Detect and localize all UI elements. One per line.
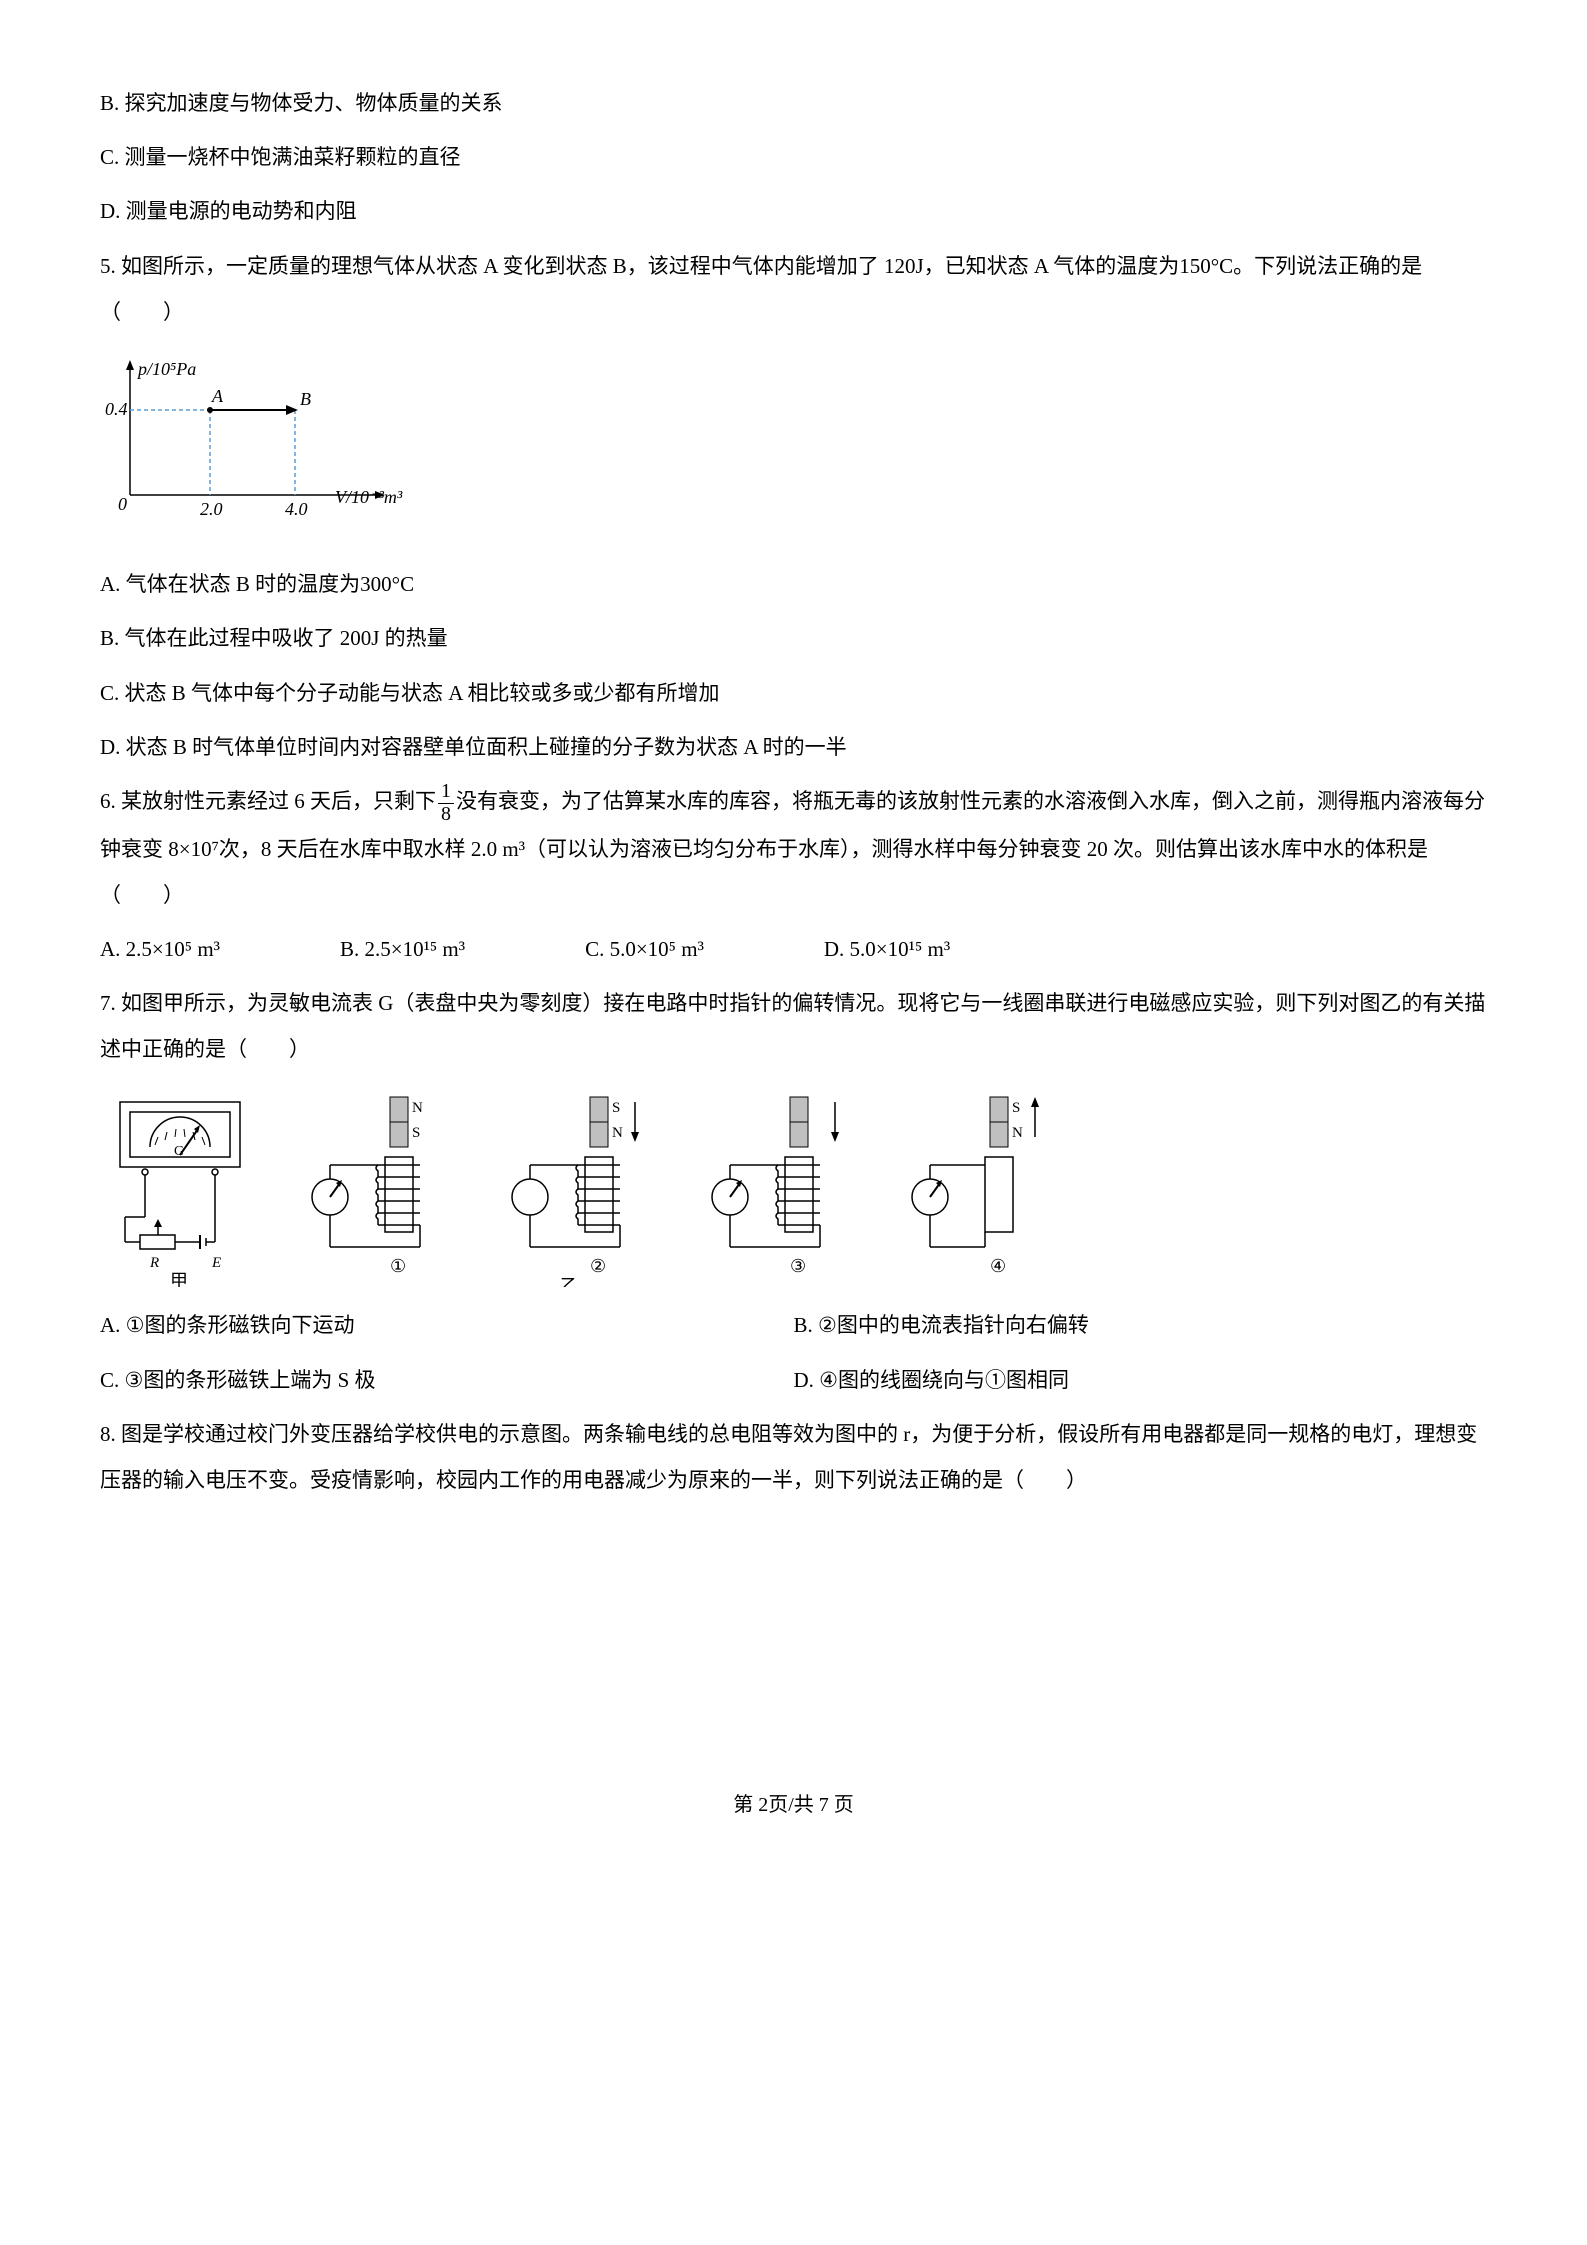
svg-text:S: S (1012, 1100, 1020, 1116)
circuit-2: S N ② 乙 (490, 1087, 670, 1287)
page-footer: 第 2页/共 7 页 (100, 1783, 1487, 1827)
q7-option-C: C. ③图的条形磁铁上端为 S 极 (100, 1357, 794, 1403)
svg-text:N: N (1012, 1125, 1023, 1141)
svg-text:③: ③ (790, 1256, 806, 1276)
pv-diagram: 0.4 0 2.0 4.0 A B p/10⁵Pa V/10⁻³m³ (100, 355, 1487, 541)
svg-text:R: R (149, 1255, 159, 1271)
q5-option-A: A. 气体在状态 B 时的温度为300°C (100, 561, 1487, 607)
svg-text:②: ② (590, 1256, 606, 1276)
question-8: 8. 图是学校通过校门外变压器给学校供电的示意图。两条输电线的总电阻等效为图中的… (100, 1411, 1487, 1503)
q7-options-row2: C. ③图的条形磁铁上端为 S 极 D. ④图的线圈绕向与①图相同 (100, 1357, 1487, 1403)
svg-text:①: ① (390, 1256, 406, 1276)
fraction: 18 (438, 781, 454, 826)
circuit-3: ③ (690, 1087, 870, 1287)
prefix-option-C: C. 测量一烧杯中饱满油菜籽颗粒的直径 (100, 134, 1487, 180)
svg-text:0.4: 0.4 (105, 399, 128, 419)
q6-options-row: A. 2.5×10⁵ m³ B. 2.5×10¹⁵ m³ C. 5.0×10⁵ … (100, 926, 1487, 972)
q5-option-B: B. 气体在此过程中吸收了 200J 的热量 (100, 615, 1487, 661)
prefix-option-D: D. 测量电源的电动势和内阻 (100, 188, 1487, 234)
svg-text:甲: 甲 (170, 1271, 188, 1287)
q7-option-B: B. ②图中的电流表指针向右偏转 (794, 1302, 1488, 1348)
svg-text:G: G (174, 1144, 184, 1159)
svg-text:乙: 乙 (560, 1276, 578, 1287)
circuit-jia: G R E 甲 (100, 1087, 270, 1287)
circuit-4: S N ④ (890, 1087, 1070, 1287)
circuit-diagrams: G R E 甲 N S (100, 1087, 1487, 1287)
svg-text:E: E (211, 1255, 221, 1271)
q6-option-A: A. 2.5×10⁵ m³ (100, 926, 220, 972)
svg-text:V/10⁻³m³: V/10⁻³m³ (335, 487, 403, 507)
svg-text:④: ④ (990, 1256, 1006, 1276)
svg-text:2.0: 2.0 (200, 499, 223, 519)
svg-text:S: S (612, 1100, 620, 1116)
question-7: 7. 如图甲所示，为灵敏电流表 G（表盘中央为零刻度）接在电路中时指针的偏转情况… (100, 980, 1487, 1072)
svg-text:N: N (412, 1100, 423, 1116)
svg-text:S: S (412, 1125, 420, 1141)
q6-option-B: B. 2.5×10¹⁵ m³ (340, 926, 465, 972)
svg-text:A: A (211, 386, 224, 406)
q7-options-row1: A. ①图的条形磁铁向下运动 B. ②图中的电流表指针向右偏转 (100, 1302, 1487, 1348)
question-5: 5. 如图所示，一定质量的理想气体从状态 A 变化到状态 B，该过程中气体内能增… (100, 243, 1487, 335)
q6-option-C: C. 5.0×10⁵ m³ (585, 926, 704, 972)
q6-text-before: 6. 某放射性元素经过 6 天后，只剩下 (100, 789, 436, 813)
circuit-1: N S ① (290, 1087, 470, 1287)
frac-numerator: 1 (438, 781, 454, 804)
svg-text:B: B (300, 389, 311, 409)
svg-text:0: 0 (118, 494, 127, 514)
svg-text:4.0: 4.0 (285, 499, 308, 519)
question-6: 6. 某放射性元素经过 6 天后，只剩下18没有衰变，为了估算某水库的库容，将瓶… (100, 778, 1487, 918)
svg-text:p/10⁵Pa: p/10⁵Pa (136, 359, 196, 379)
svg-text:N: N (612, 1125, 623, 1141)
q5-option-C: C. 状态 B 气体中每个分子动能与状态 A 相比较或多或少都有所增加 (100, 670, 1487, 716)
prefix-option-B: B. 探究加速度与物体受力、物体质量的关系 (100, 80, 1487, 126)
q6-option-D: D. 5.0×10¹⁵ m³ (824, 926, 950, 972)
content-wrapper: B. 探究加速度与物体受力、物体质量的关系 C. 测量一烧杯中饱满油菜籽颗粒的直… (100, 80, 1487, 1503)
q7-option-A: A. ①图的条形磁铁向下运动 (100, 1302, 794, 1348)
frac-denominator: 8 (438, 804, 454, 826)
q5-option-D: D. 状态 B 时气体单位时间内对容器壁单位面积上碰撞的分子数为状态 A 时的一… (100, 724, 1487, 770)
q7-option-D: D. ④图的线圈绕向与①图相同 (794, 1357, 1488, 1403)
